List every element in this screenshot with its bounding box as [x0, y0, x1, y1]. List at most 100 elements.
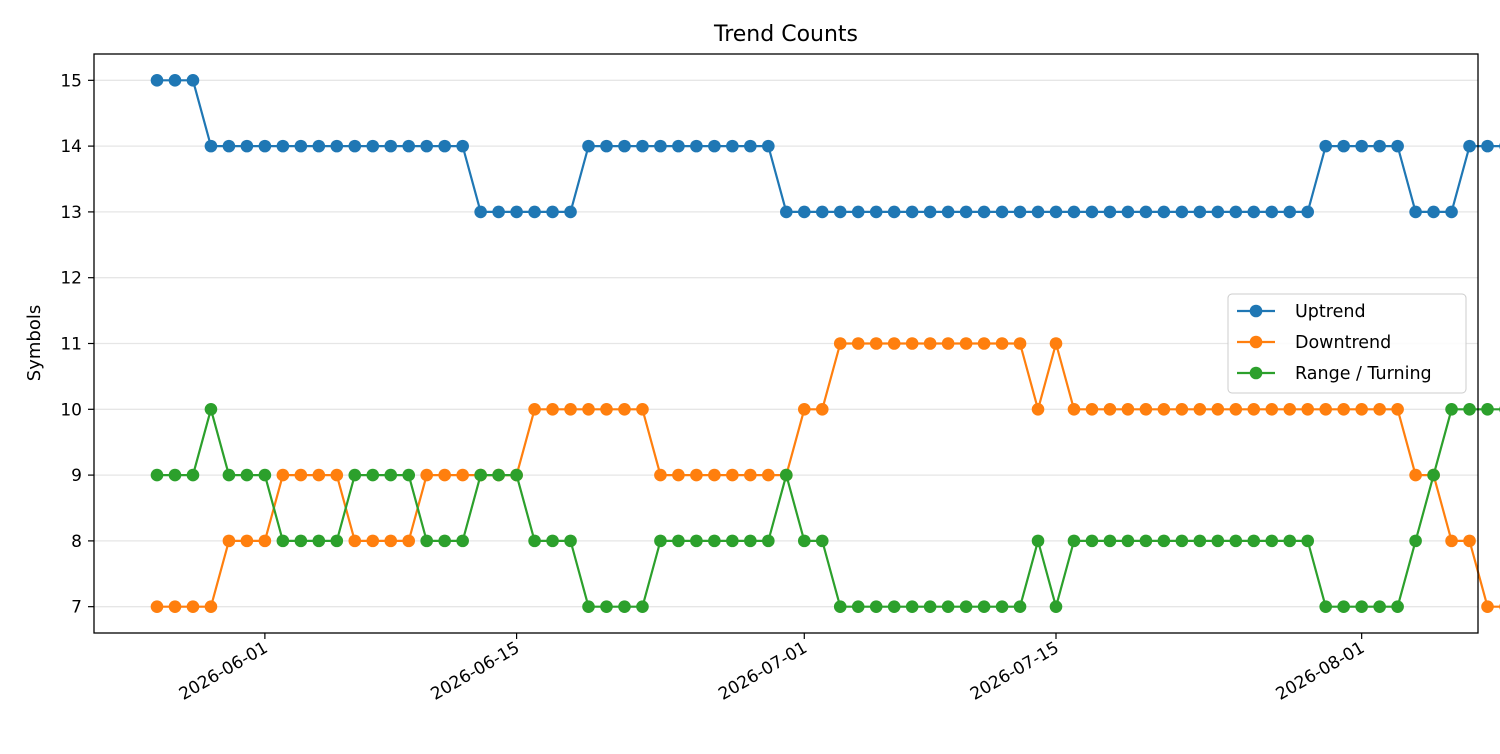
- data-point: [492, 468, 505, 482]
- data-point: [168, 468, 182, 482]
- data-point: [654, 468, 667, 482]
- data-point: [744, 139, 757, 153]
- data-point: [923, 337, 937, 350]
- data-point: [1139, 205, 1153, 219]
- data-point: [1247, 534, 1261, 548]
- series-line: [157, 408, 1500, 608]
- data-point: [618, 600, 631, 613]
- data-point: [869, 600, 883, 613]
- data-point: [654, 139, 667, 153]
- data-point: [222, 468, 236, 482]
- data-point: [833, 337, 847, 350]
- data-point: [977, 205, 991, 219]
- y-tick-label: 15: [60, 71, 82, 91]
- data-point: [923, 600, 937, 613]
- data-point: [1409, 205, 1422, 219]
- data-point: [905, 205, 919, 219]
- data-point: [762, 534, 775, 548]
- data-point: [869, 205, 883, 219]
- data-point: [258, 139, 272, 153]
- data-point: [1139, 402, 1153, 416]
- data-point: [1211, 205, 1225, 219]
- data-point: [1229, 402, 1243, 416]
- data-point: [222, 534, 236, 548]
- data-point: [1193, 205, 1207, 219]
- data-point: [1391, 600, 1404, 613]
- data-point: [204, 139, 218, 153]
- data-point: [941, 600, 955, 613]
- data-point: [1175, 534, 1189, 548]
- y-axis-label: Symbols: [24, 305, 45, 381]
- data-point: [1445, 402, 1458, 416]
- data-point: [474, 468, 487, 482]
- data-point: [492, 205, 505, 219]
- y-tick-label: 12: [60, 269, 82, 289]
- data-point: [1085, 534, 1099, 548]
- data-point: [276, 534, 290, 548]
- data-point: [546, 402, 559, 416]
- data-point: [1247, 402, 1261, 416]
- data-point: [726, 534, 739, 548]
- data-point: [1265, 402, 1279, 416]
- data-point: [1049, 600, 1063, 613]
- data-point: [690, 468, 703, 482]
- data-point: [348, 534, 362, 548]
- data-point: [1409, 468, 1422, 482]
- data-point: [654, 534, 667, 548]
- data-point: [1373, 402, 1386, 416]
- data-point: [582, 402, 595, 416]
- data-point: [1427, 205, 1440, 219]
- data-point: [1445, 534, 1458, 548]
- data-point: [1121, 402, 1135, 416]
- data-point: [618, 402, 631, 416]
- data-point: [348, 468, 362, 482]
- data-point: [294, 139, 308, 153]
- data-point: [456, 468, 469, 482]
- x-tick-label: 2026-06-15: [428, 638, 524, 705]
- data-point: [1283, 402, 1297, 416]
- data-point: [1049, 205, 1063, 219]
- data-point: [1319, 600, 1332, 613]
- legend-marker: [1249, 366, 1263, 380]
- y-tick-label: 13: [60, 203, 82, 223]
- data-point: [833, 600, 847, 613]
- data-point: [977, 337, 991, 350]
- data-point: [168, 74, 182, 87]
- data-point: [762, 468, 775, 482]
- data-point: [887, 205, 901, 219]
- data-point: [1103, 534, 1117, 548]
- data-point: [1355, 402, 1368, 416]
- chart-title: Trend Counts: [713, 22, 858, 47]
- data-point: [546, 205, 559, 219]
- data-point: [1193, 534, 1207, 548]
- data-point: [186, 600, 200, 613]
- data-point: [420, 139, 434, 153]
- data-point: [1013, 205, 1027, 219]
- data-point: [1481, 139, 1494, 153]
- data-point: [1463, 139, 1476, 153]
- data-point: [1337, 600, 1350, 613]
- y-tick-label: 7: [71, 598, 82, 618]
- data-point: [600, 139, 613, 153]
- series-layer: [150, 74, 1500, 613]
- data-point: [869, 337, 883, 350]
- data-point: [1067, 205, 1081, 219]
- data-point: [546, 534, 559, 548]
- data-point: [582, 600, 595, 613]
- data-point: [1103, 402, 1117, 416]
- data-point: [1031, 402, 1045, 416]
- data-point: [636, 139, 649, 153]
- data-point: [1067, 534, 1081, 548]
- data-point: [258, 468, 272, 482]
- data-point: [887, 337, 901, 350]
- data-point: [528, 534, 541, 548]
- data-point: [330, 139, 344, 153]
- data-point: [815, 205, 829, 219]
- data-point: [1445, 205, 1458, 219]
- data-point: [1463, 402, 1476, 416]
- data-point: [726, 139, 739, 153]
- data-point: [366, 534, 380, 548]
- y-tick-label: 10: [60, 400, 82, 420]
- data-point: [1157, 534, 1171, 548]
